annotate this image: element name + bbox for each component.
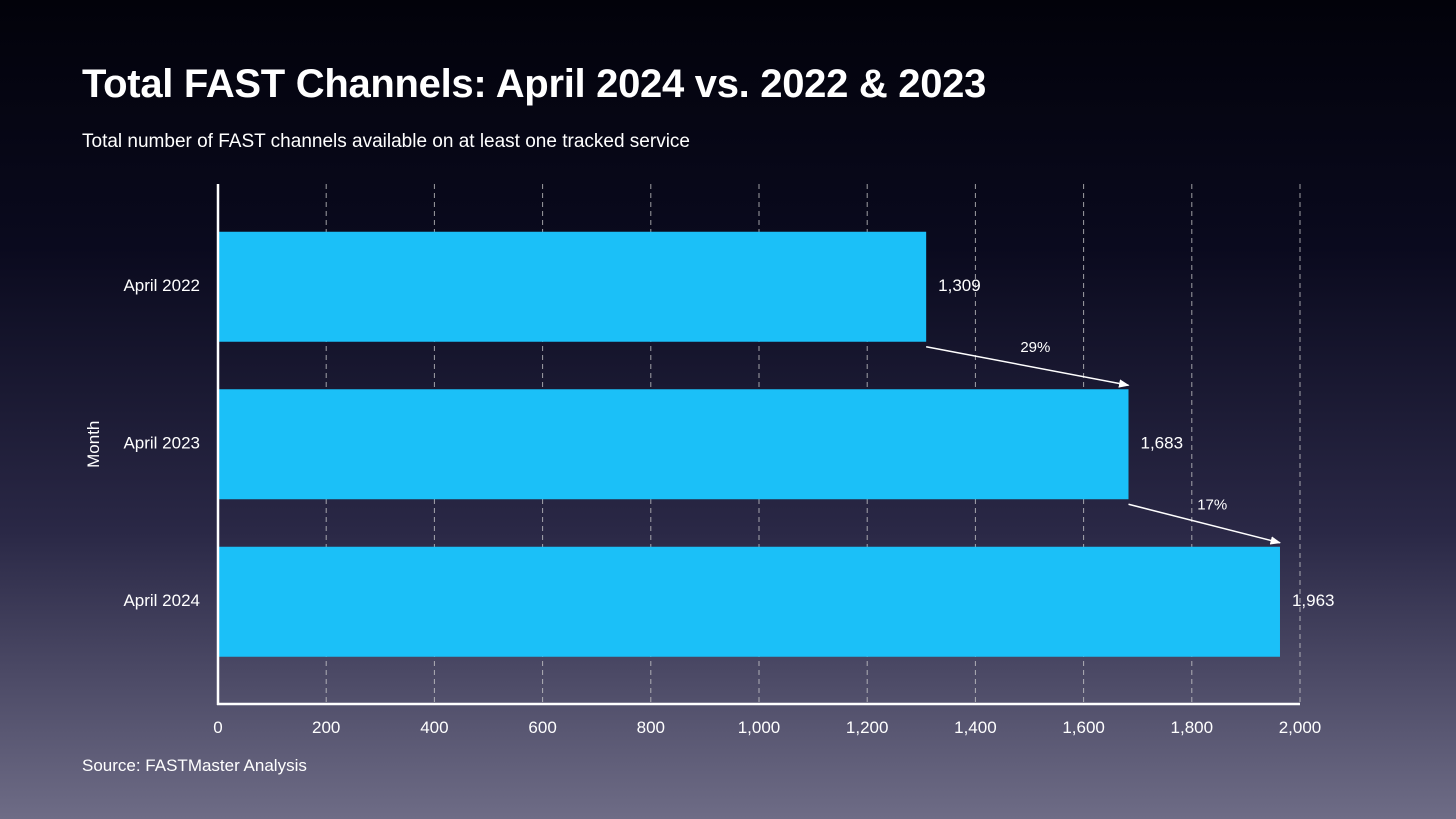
chart-subtitle: Total number of FAST channels available … bbox=[82, 131, 690, 152]
bar bbox=[218, 546, 1280, 657]
value-label: 1,309 bbox=[938, 276, 981, 295]
x-tick-label: 200 bbox=[312, 718, 340, 737]
x-tick-label: 1,200 bbox=[846, 718, 889, 737]
x-tick-label: 1,800 bbox=[1171, 718, 1214, 737]
category-label: April 2023 bbox=[123, 434, 200, 453]
x-tick-label: 1,400 bbox=[954, 718, 997, 737]
value-label: 1,963 bbox=[1292, 591, 1335, 610]
value-label: 1,683 bbox=[1141, 434, 1184, 453]
growth-label: 29% bbox=[1020, 339, 1050, 356]
category-label: April 2022 bbox=[123, 276, 200, 295]
x-tick-label: 600 bbox=[528, 718, 556, 737]
x-tick-label: 2,000 bbox=[1279, 718, 1322, 737]
x-tick-label: 1,000 bbox=[738, 718, 781, 737]
bar bbox=[218, 231, 927, 342]
chart-title: Total FAST Channels: April 2024 vs. 2022… bbox=[82, 62, 987, 106]
source-note: Source: FASTMaster Analysis bbox=[82, 756, 307, 775]
bar bbox=[218, 389, 1129, 500]
x-tick-label: 1,600 bbox=[1062, 718, 1105, 737]
category-label: April 2024 bbox=[123, 591, 200, 610]
x-tick-label: 400 bbox=[420, 718, 448, 737]
growth-label: 17% bbox=[1197, 497, 1227, 514]
x-tick-label: 0 bbox=[213, 718, 222, 737]
growth-arrow bbox=[1128, 503, 1282, 545]
x-tick-label: 800 bbox=[637, 718, 665, 737]
growth-arrow bbox=[926, 346, 1130, 388]
y-axis-title: Month bbox=[84, 421, 103, 468]
